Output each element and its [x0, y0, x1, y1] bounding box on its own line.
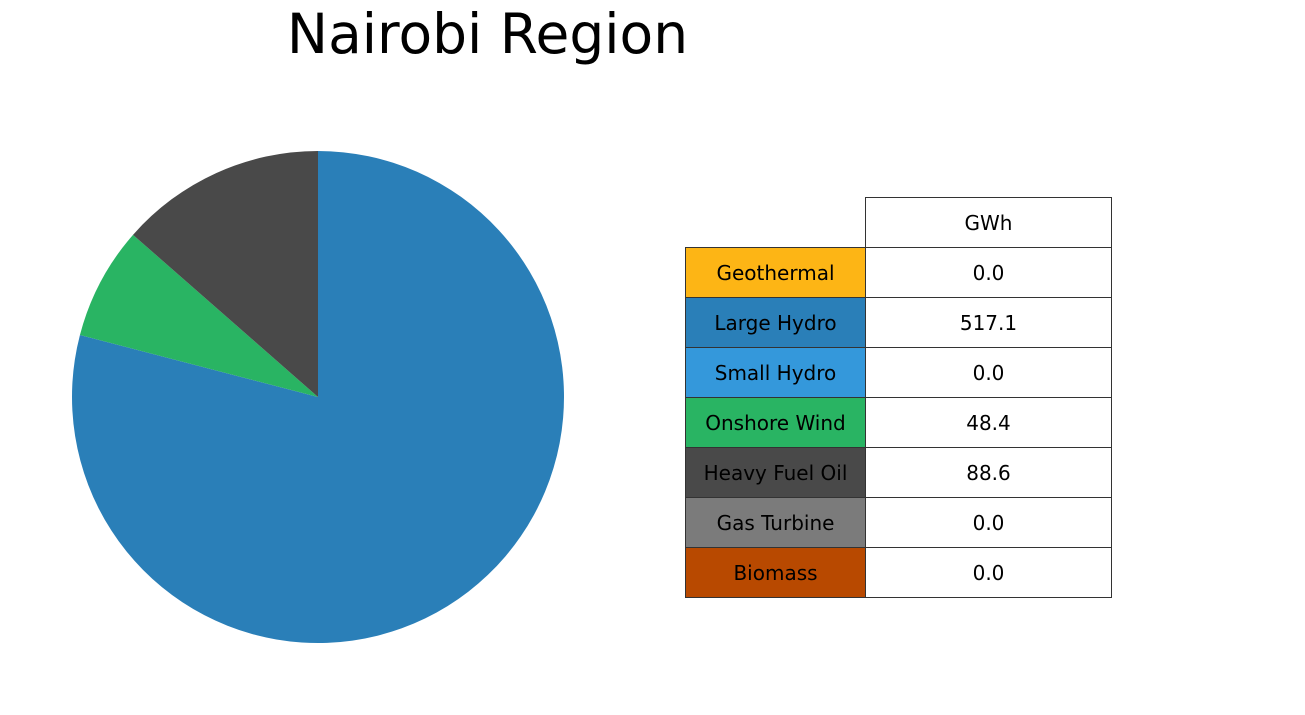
row-label-geothermal: Geothermal [685, 247, 866, 298]
table-row: Small Hydro 0.0 [685, 347, 1112, 398]
row-value-onshore-wind: 48.4 [865, 397, 1112, 448]
table-row: Gas Turbine 0.0 [685, 497, 1112, 548]
row-value-geothermal: 0.0 [865, 247, 1112, 298]
row-value-large-hydro: 517.1 [865, 297, 1112, 348]
pie-chart [72, 151, 564, 643]
row-value-gas-turbine: 0.0 [865, 497, 1112, 548]
pie-slice-onshore-wind [79, 234, 318, 397]
table-row: Heavy Fuel Oil 88.6 [685, 447, 1112, 498]
row-label-biomass: Biomass [685, 547, 866, 598]
row-value-small-hydro: 0.0 [865, 347, 1112, 398]
pie-slice-heavy-fuel-oil [133, 151, 318, 397]
row-label-heavy-fuel-oil: Heavy Fuel Oil [685, 447, 866, 498]
table-header-row: GWh [686, 197, 1112, 248]
table-row: Onshore Wind 48.4 [685, 397, 1112, 448]
row-value-biomass: 0.0 [865, 547, 1112, 598]
column-header-gwh: GWh [865, 197, 1112, 248]
row-label-small-hydro: Small Hydro [685, 347, 866, 398]
table-row: Large Hydro 517.1 [685, 297, 1112, 348]
table-row: Geothermal 0.0 [685, 247, 1112, 298]
table-row: Biomass 0.0 [685, 547, 1112, 598]
row-label-gas-turbine: Gas Turbine [685, 497, 866, 548]
row-label-onshore-wind: Onshore Wind [685, 397, 866, 448]
chart-title: Nairobi Region [286, 2, 689, 66]
generation-table: GWh Geothermal 0.0 Large Hydro 517.1 Sma… [685, 197, 1112, 598]
table-corner [686, 198, 866, 248]
row-value-heavy-fuel-oil: 88.6 [865, 447, 1112, 498]
row-label-large-hydro: Large Hydro [685, 297, 866, 348]
